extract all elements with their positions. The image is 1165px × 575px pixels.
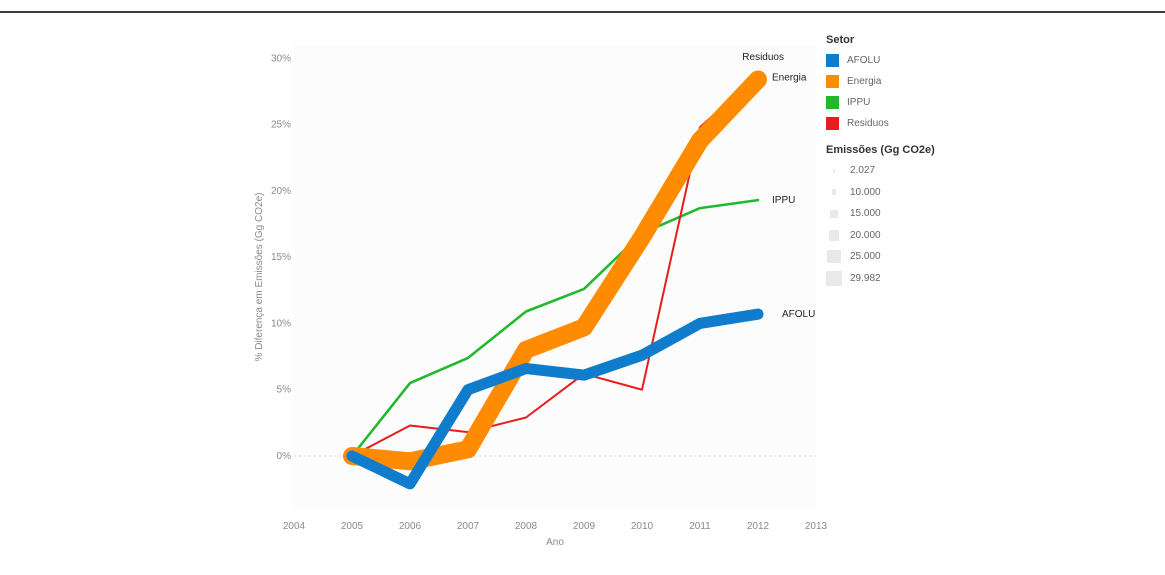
legend-swatch (826, 54, 839, 67)
line-chart: 0% 5% 10% 15% 20% 25% 30% 2004 2005 2006 2007 2008 2… (254, 45, 828, 548)
y-axis-title: % Diferença em Emissões (Gg CO2e) (254, 193, 265, 362)
color-legend: AFOLU Energia IPPU Residuos (826, 50, 966, 134)
x-tick-label: 2010 (631, 521, 654, 532)
x-tick-label: 2009 (573, 521, 596, 532)
size-swatch (826, 270, 842, 286)
legend: Setor AFOLU Energia IPPU Residuos Emissões … (826, 34, 966, 289)
x-tick-label: 2013 (805, 521, 828, 532)
legend-item-residuos[interactable]: Residuos (826, 113, 966, 134)
x-tick-label: 2007 (457, 521, 480, 532)
y-tick-label: 15% (271, 252, 291, 263)
size-legend-label: 20.000 (850, 229, 881, 241)
end-label-ippu: IPPU (772, 195, 795, 206)
top-divider (0, 11, 1165, 13)
size-legend: Emissões (Gg CO2e) 2.027 10.000 15.000 20.0… (826, 144, 966, 289)
size-swatch (826, 227, 842, 243)
size-legend-title: Emissões (Gg CO2e) (826, 144, 935, 156)
chart-panel: 0% 5% 10% 15% 20% 25% 30% 2004 2005 2006 2007 2008 2… (236, 28, 962, 562)
size-legend-item: 15.000 (826, 203, 966, 225)
plot-area (294, 45, 816, 509)
legend-label: IPPU (847, 97, 871, 108)
x-tick-label: 2006 (399, 521, 422, 532)
y-tick-label: 10% (271, 318, 291, 329)
y-tick-label: 0% (277, 451, 292, 462)
size-legend-label: 15.000 (850, 208, 881, 220)
end-label-residuos: Residuos (742, 52, 784, 63)
x-tick-label: 2004 (283, 521, 306, 532)
x-tick-label: 2012 (747, 521, 770, 532)
y-tick-label: 20% (271, 186, 291, 197)
color-legend-title: Setor (826, 34, 855, 46)
y-tick-label: 5% (277, 385, 292, 396)
legend-label: AFOLU (847, 55, 881, 66)
legend-label: Energia (847, 76, 882, 87)
size-legend-label: 10.000 (850, 186, 881, 198)
y-tick-label: 25% (271, 120, 291, 131)
size-legend-label: 25.000 (850, 251, 881, 263)
legend-swatch (826, 96, 839, 109)
legend-item-ippu[interactable]: IPPU (826, 92, 966, 113)
legend-item-afolu[interactable]: AFOLU (826, 50, 966, 71)
x-axis-title: Ano (546, 537, 564, 548)
size-swatch (826, 163, 842, 179)
size-legend-items: 2.027 10.000 15.000 20.000 25.000 29.982 (826, 160, 966, 289)
y-tick-label: 30% (271, 53, 291, 64)
x-tick-label: 2005 (341, 521, 364, 532)
size-legend-label: 2.027 (850, 165, 876, 177)
size-legend-item: 2.027 (826, 160, 966, 182)
size-swatch (826, 249, 842, 265)
legend-item-energia[interactable]: Energia (826, 71, 966, 92)
size-legend-item: 20.000 (826, 225, 966, 247)
legend-swatch (826, 117, 839, 130)
size-legend-label: 29.982 (850, 272, 881, 284)
size-legend-item: 10.000 (826, 182, 966, 204)
size-swatch (826, 206, 842, 222)
size-legend-item: 25.000 (826, 246, 966, 268)
series-line-ippu (350, 198, 760, 458)
series-line-afolu (346, 308, 764, 490)
legend-label: Residuos (847, 118, 889, 129)
size-swatch (826, 184, 842, 200)
end-label-afolu: AFOLU (782, 309, 815, 320)
size-legend-item: 29.982 (826, 268, 966, 290)
legend-swatch (826, 75, 839, 88)
x-tick-label: 2011 (689, 521, 711, 532)
end-label-energia: Energia (772, 72, 807, 83)
x-tick-label: 2008 (515, 521, 538, 532)
